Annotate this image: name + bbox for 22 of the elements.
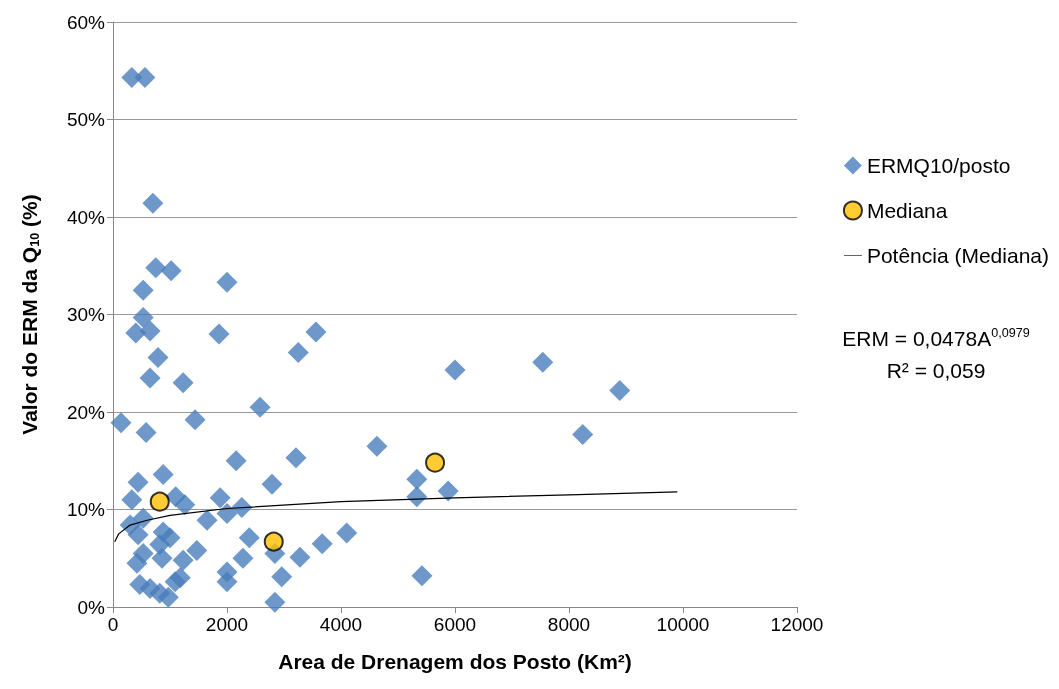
y-axis-title: Valor do ERM da Q10 (%) (18, 194, 42, 435)
x-tick-label: 10000 (656, 614, 710, 635)
point (149, 491, 170, 512)
x-tick-label: 8000 (547, 614, 591, 635)
y-tick-label: 40% (66, 206, 106, 228)
y-tick-label: 30% (66, 304, 106, 325)
y-tick-label: 10% (66, 499, 106, 520)
x-tick-label: 0 (107, 614, 119, 635)
y-tick-label: 20% (66, 401, 106, 423)
text: R² = 0,059 (886, 358, 986, 382)
x-tick-label: 4000 (319, 614, 363, 635)
point (425, 452, 446, 473)
x-axis-title: Area de Drenagem dos Posto (Km²) (278, 650, 632, 673)
legend-label: Mediana (866, 199, 948, 222)
y-tick-label: 50% (66, 109, 106, 130)
y-tick-label: 60% (66, 11, 106, 33)
legend-label: ERMQ10/posto (866, 154, 1011, 177)
x-tick-label: 6000 (433, 614, 477, 635)
legend-label: Potência (Mediana) (866, 244, 1050, 267)
x-tick-label: 2000 (205, 614, 249, 635)
x-tick-label: 12000 (770, 614, 824, 635)
y-tick-label: 0% (77, 596, 106, 618)
